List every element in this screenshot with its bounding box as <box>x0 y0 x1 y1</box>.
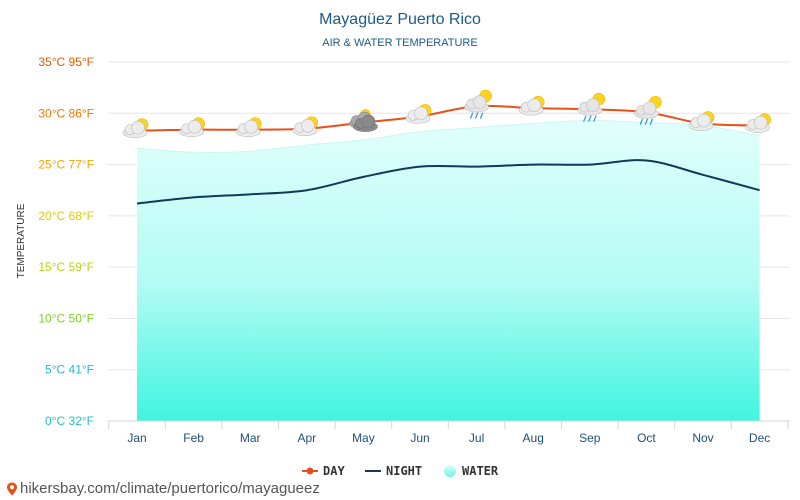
chart-title: Mayagüez Puerto Rico <box>319 11 481 28</box>
cloud-shape <box>697 113 711 128</box>
cloud-shape <box>585 98 600 112</box>
cloud-shape <box>187 119 202 134</box>
y-tick-label: 0°C 32°F <box>45 414 94 428</box>
x-axis: Jan Feb Mar Apr May Jun Jul Aug Sep Oct Nov Dec <box>108 420 790 445</box>
x-tick-label: Jan <box>127 431 146 445</box>
cloud-shape <box>642 101 657 116</box>
rain-shower-icon <box>634 95 662 125</box>
y-axis-label: TEMPERATURE <box>16 203 27 278</box>
rain-shower-icon <box>464 89 492 119</box>
cloud-shape <box>361 114 376 129</box>
water-area <box>137 120 760 421</box>
partly-cloudy-icon <box>292 116 319 136</box>
cloudy-icon <box>349 109 378 132</box>
y-axis: 0°C 32°F 5°C 41°F 10°C 50°F 15°C 59°F 20°C 6… <box>38 55 94 428</box>
legend-item-day[interactable]: DAY <box>302 464 345 478</box>
rain-shower-icon <box>577 92 606 122</box>
partly-cloudy-icon <box>688 111 715 131</box>
cloud-shape <box>753 115 768 130</box>
x-tick-label: Dec <box>749 431 770 445</box>
location-pin-icon <box>7 482 17 495</box>
x-tick-label: Jun <box>410 431 429 445</box>
x-tick-label: Mar <box>240 431 261 445</box>
cloud-shape <box>300 118 315 133</box>
rain-drop <box>649 118 654 125</box>
rain-drop <box>583 115 587 122</box>
x-tick-label: Sep <box>579 431 601 445</box>
legend-item-water[interactable]: WATER <box>444 464 499 478</box>
legend: DAY NIGHT WATER <box>302 464 499 478</box>
partly-cloudy-icon <box>179 117 205 137</box>
x-tick-label: Oct <box>637 431 656 445</box>
x-tick-label: Nov <box>692 431 713 445</box>
y-tick-label: 25°C 77°F <box>38 158 94 172</box>
night-series <box>136 159 760 205</box>
y-tick-label: 30°C 86°F <box>38 106 94 120</box>
x-tick-label: Feb <box>183 431 204 445</box>
rain-drop <box>644 118 649 125</box>
cloud-shape <box>244 119 258 134</box>
x-tick-label: May <box>352 431 375 445</box>
weather-icons <box>122 89 771 139</box>
x-tick-label: Apr <box>297 431 316 445</box>
x-tick-label: Aug <box>523 431 544 445</box>
legend-day-marker <box>306 467 314 475</box>
cloud-shape <box>131 120 145 135</box>
legend-water-label: WATER <box>462 464 499 478</box>
rain-drop <box>588 115 592 122</box>
partly-cloudy-icon <box>122 118 149 139</box>
rain-drop <box>474 112 479 119</box>
legend-water-marker <box>444 465 456 477</box>
cloud-shape <box>527 98 542 112</box>
rain-drop <box>639 118 644 125</box>
partly-cloudy-icon <box>405 104 432 124</box>
rain-drop <box>479 112 484 119</box>
y-tick-label: 20°C 68°F <box>38 209 94 223</box>
legend-night-label: NIGHT <box>386 464 422 478</box>
chart-subtitle: AIR & WATER TEMPERATURE <box>322 37 477 49</box>
footer: hikersbay.com/climate/puertorico/mayague… <box>6 480 320 497</box>
cloud-shape <box>414 106 428 121</box>
night-line <box>136 159 760 205</box>
x-tick-label: Jul <box>469 431 484 445</box>
legend-item-night[interactable]: NIGHT <box>365 464 422 478</box>
rain-drop <box>469 112 474 119</box>
footer-link[interactable]: hikersbay.com/climate/puertorico/mayague… <box>20 480 320 497</box>
y-tick-label: 10°C 50°F <box>38 311 94 325</box>
legend-day-label: DAY <box>323 464 345 478</box>
partly-cloudy-icon <box>518 95 545 116</box>
y-tick-label: 5°C 41°F <box>45 363 94 377</box>
cloud-shape <box>472 95 487 109</box>
partly-cloudy-icon <box>745 113 771 133</box>
rain-drop <box>593 115 597 122</box>
y-tick-label: 35°C 95°F <box>38 55 94 69</box>
partly-cloudy-icon <box>235 117 262 137</box>
y-tick-label: 15°C 59°F <box>38 260 94 274</box>
